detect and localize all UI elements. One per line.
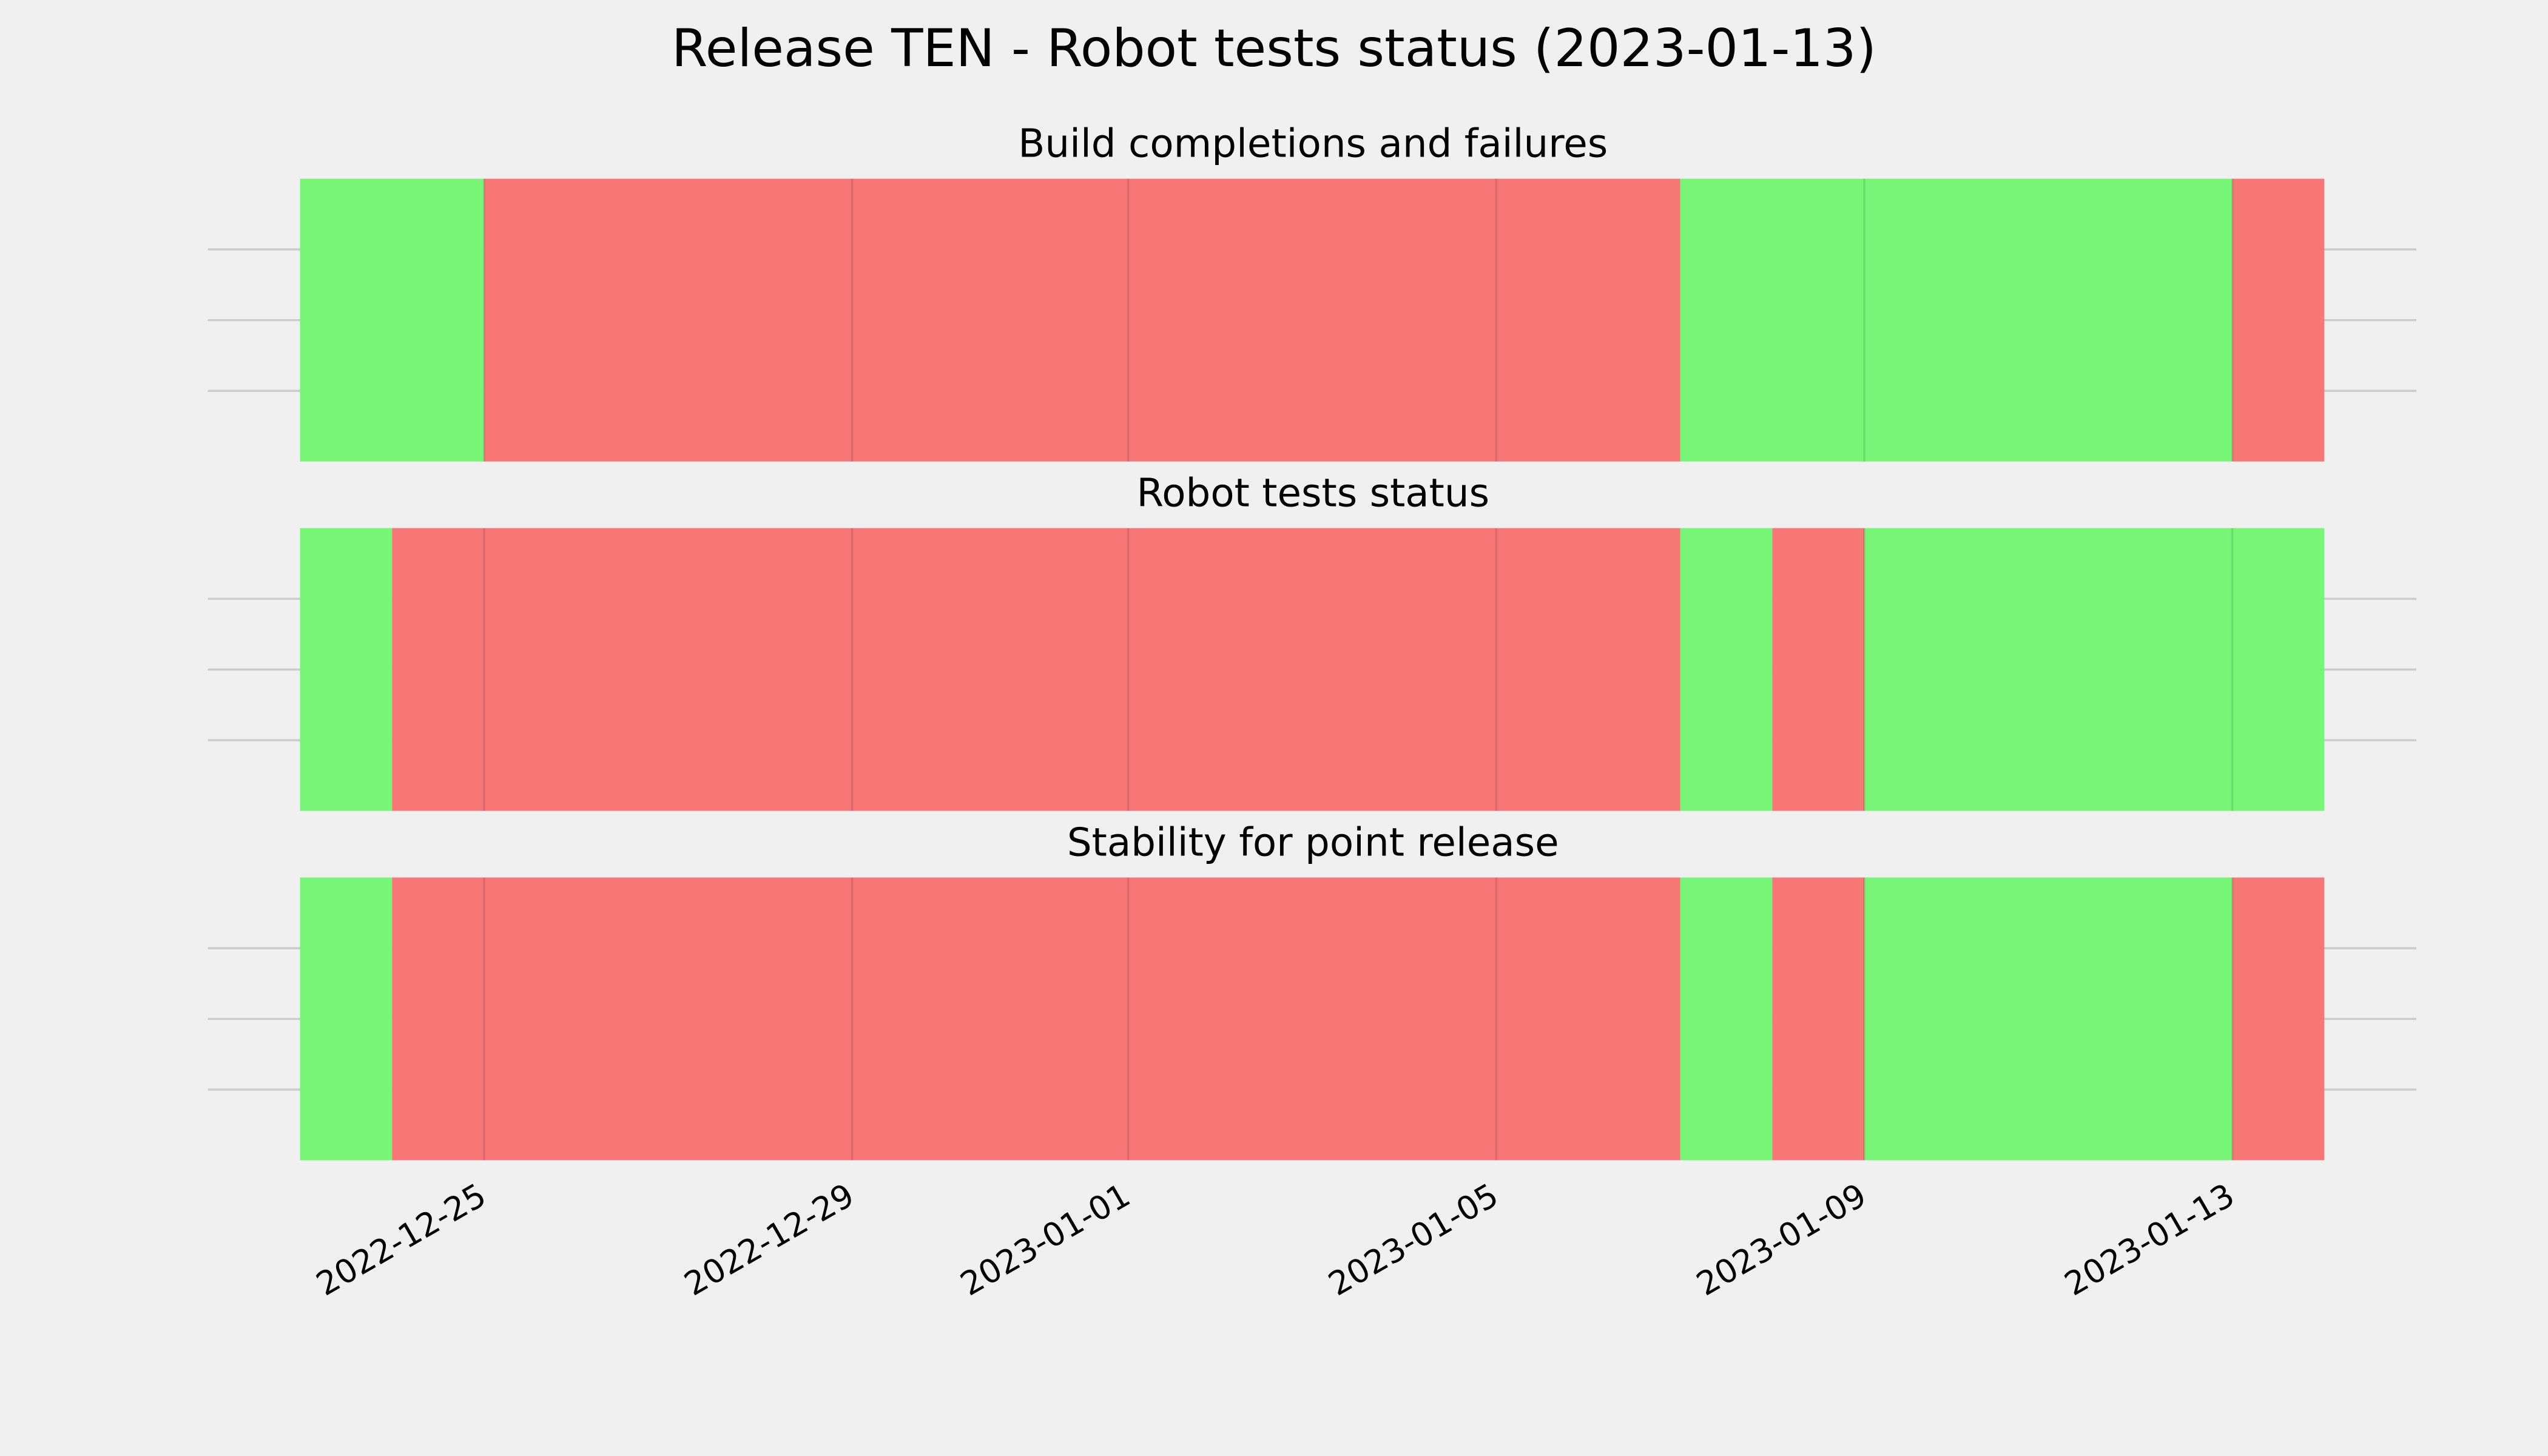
chart-title: Release TEN - Robot tests status (2023-0… (672, 18, 1876, 79)
panel-title: Build completions and failures (1018, 121, 1608, 167)
x-tick-label: 2023-01-09 (1690, 1176, 1873, 1303)
x-tick-label: 2023-01-13 (2058, 1176, 2240, 1303)
status-span (1680, 877, 1773, 1161)
status-span (1864, 528, 2325, 811)
status-span (392, 528, 1680, 811)
status-span (392, 877, 1680, 1161)
x-tick-label: 2022-12-25 (310, 1176, 493, 1303)
status-span (1680, 178, 2233, 462)
panel-title: Robot tests status (1136, 471, 1489, 516)
status-span (1864, 877, 2233, 1161)
x-tick-label: 2023-01-01 (954, 1176, 1136, 1303)
status-span (1772, 528, 1864, 811)
status-span (1680, 528, 1773, 811)
panel-title: Stability for point release (1067, 820, 1559, 865)
status-span (300, 877, 393, 1161)
status-span (300, 528, 393, 811)
status-span (484, 178, 1680, 462)
status-span (2232, 178, 2325, 462)
x-tick-label: 2022-12-29 (678, 1176, 860, 1303)
status-span (2232, 877, 2325, 1161)
status-span (300, 178, 484, 462)
status-span (1772, 877, 1864, 1161)
x-tick-label: 2023-01-05 (1322, 1176, 1505, 1303)
